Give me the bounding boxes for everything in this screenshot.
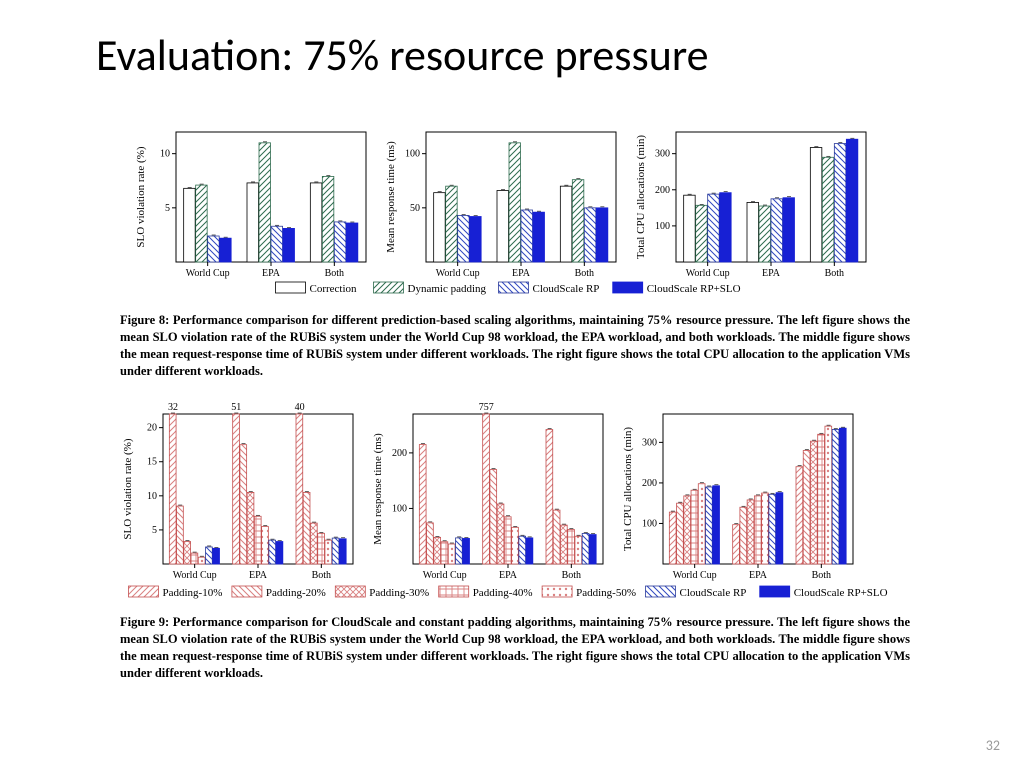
svg-text:Both: Both bbox=[825, 268, 844, 279]
figure8-caption: Figure 8: Performance comparison for dif… bbox=[120, 312, 910, 380]
svg-text:50: 50 bbox=[410, 203, 420, 214]
svg-text:100: 100 bbox=[405, 149, 420, 160]
svg-text:5: 5 bbox=[165, 203, 170, 214]
svg-text:10: 10 bbox=[147, 491, 157, 502]
svg-text:5: 5 bbox=[152, 525, 157, 536]
svg-text:Mean response time (ms): Mean response time (ms) bbox=[385, 141, 397, 253]
svg-text:EPA: EPA bbox=[249, 570, 268, 581]
svg-text:EPA: EPA bbox=[762, 268, 781, 279]
svg-text:Padding-50%: Padding-50% bbox=[576, 587, 636, 599]
svg-text:100: 100 bbox=[655, 221, 670, 232]
figure9-row: 5 10 15 20 SLO violation rate (%) 32 World Cup… bbox=[0, 400, 1024, 610]
svg-text:World Cup: World Cup bbox=[436, 268, 480, 279]
svg-text:SLO violation rate (%): SLO violation rate (%) bbox=[135, 146, 147, 247]
svg-text:Dynamic padding: Dynamic padding bbox=[408, 283, 487, 295]
svg-text:CloudScale RP: CloudScale RP bbox=[533, 283, 600, 295]
svg-text:EPA: EPA bbox=[512, 268, 531, 279]
svg-text:32: 32 bbox=[168, 402, 178, 413]
svg-text:200: 200 bbox=[642, 478, 657, 489]
svg-text:Both: Both bbox=[325, 268, 344, 279]
svg-text:300: 300 bbox=[642, 437, 657, 448]
svg-text:World Cup: World Cup bbox=[186, 268, 230, 279]
svg-text:Total CPU allocations (min): Total CPU allocations (min) bbox=[622, 427, 634, 552]
svg-text:757: 757 bbox=[479, 402, 494, 413]
svg-text:EPA: EPA bbox=[499, 570, 518, 581]
svg-text:10: 10 bbox=[160, 149, 170, 160]
svg-text:World Cup: World Cup bbox=[423, 570, 467, 581]
svg-text:Padding-20%: Padding-20% bbox=[266, 587, 326, 599]
figure8-row: 5 10 SLO violation rate (%) World Cup EPA Bot… bbox=[0, 122, 1024, 308]
svg-text:15: 15 bbox=[147, 457, 157, 468]
svg-text:World Cup: World Cup bbox=[686, 268, 730, 279]
svg-text:Padding-40%: Padding-40% bbox=[473, 587, 533, 599]
svg-text:Total CPU allocations (min): Total CPU allocations (min) bbox=[635, 135, 647, 260]
svg-text:World Cup: World Cup bbox=[173, 570, 217, 581]
svg-text:Both: Both bbox=[312, 570, 331, 581]
svg-text:EPA: EPA bbox=[262, 268, 281, 279]
svg-text:CloudScale RP+SLO: CloudScale RP+SLO bbox=[794, 587, 888, 599]
svg-text:Padding-10%: Padding-10% bbox=[163, 587, 223, 599]
svg-text:20: 20 bbox=[147, 423, 157, 434]
svg-text:Both: Both bbox=[812, 570, 831, 581]
svg-text:100: 100 bbox=[392, 503, 407, 514]
figure9-caption: Figure 9: Performance comparison for Clo… bbox=[120, 614, 910, 682]
svg-text:40: 40 bbox=[295, 402, 305, 413]
svg-text:100: 100 bbox=[642, 518, 657, 529]
svg-text:EPA: EPA bbox=[749, 570, 768, 581]
svg-text:SLO violation rate (%): SLO violation rate (%) bbox=[122, 438, 134, 539]
page-number: 32 bbox=[986, 737, 1000, 754]
svg-text:CloudScale RP+SLO: CloudScale RP+SLO bbox=[647, 283, 741, 295]
slide-title: Evaluation: 75% resource pressure bbox=[96, 28, 708, 82]
svg-text:200: 200 bbox=[392, 448, 407, 459]
svg-text:Padding-30%: Padding-30% bbox=[369, 587, 429, 599]
svg-text:300: 300 bbox=[655, 149, 670, 160]
svg-text:Both: Both bbox=[575, 268, 594, 279]
svg-text:Correction: Correction bbox=[310, 283, 358, 295]
svg-text:Mean response time (ms): Mean response time (ms) bbox=[372, 433, 384, 545]
svg-text:51: 51 bbox=[231, 402, 241, 413]
svg-text:200: 200 bbox=[655, 185, 670, 196]
svg-text:Both: Both bbox=[562, 570, 581, 581]
svg-text:World Cup: World Cup bbox=[673, 570, 717, 581]
svg-text:CloudScale RP: CloudScale RP bbox=[680, 587, 747, 599]
